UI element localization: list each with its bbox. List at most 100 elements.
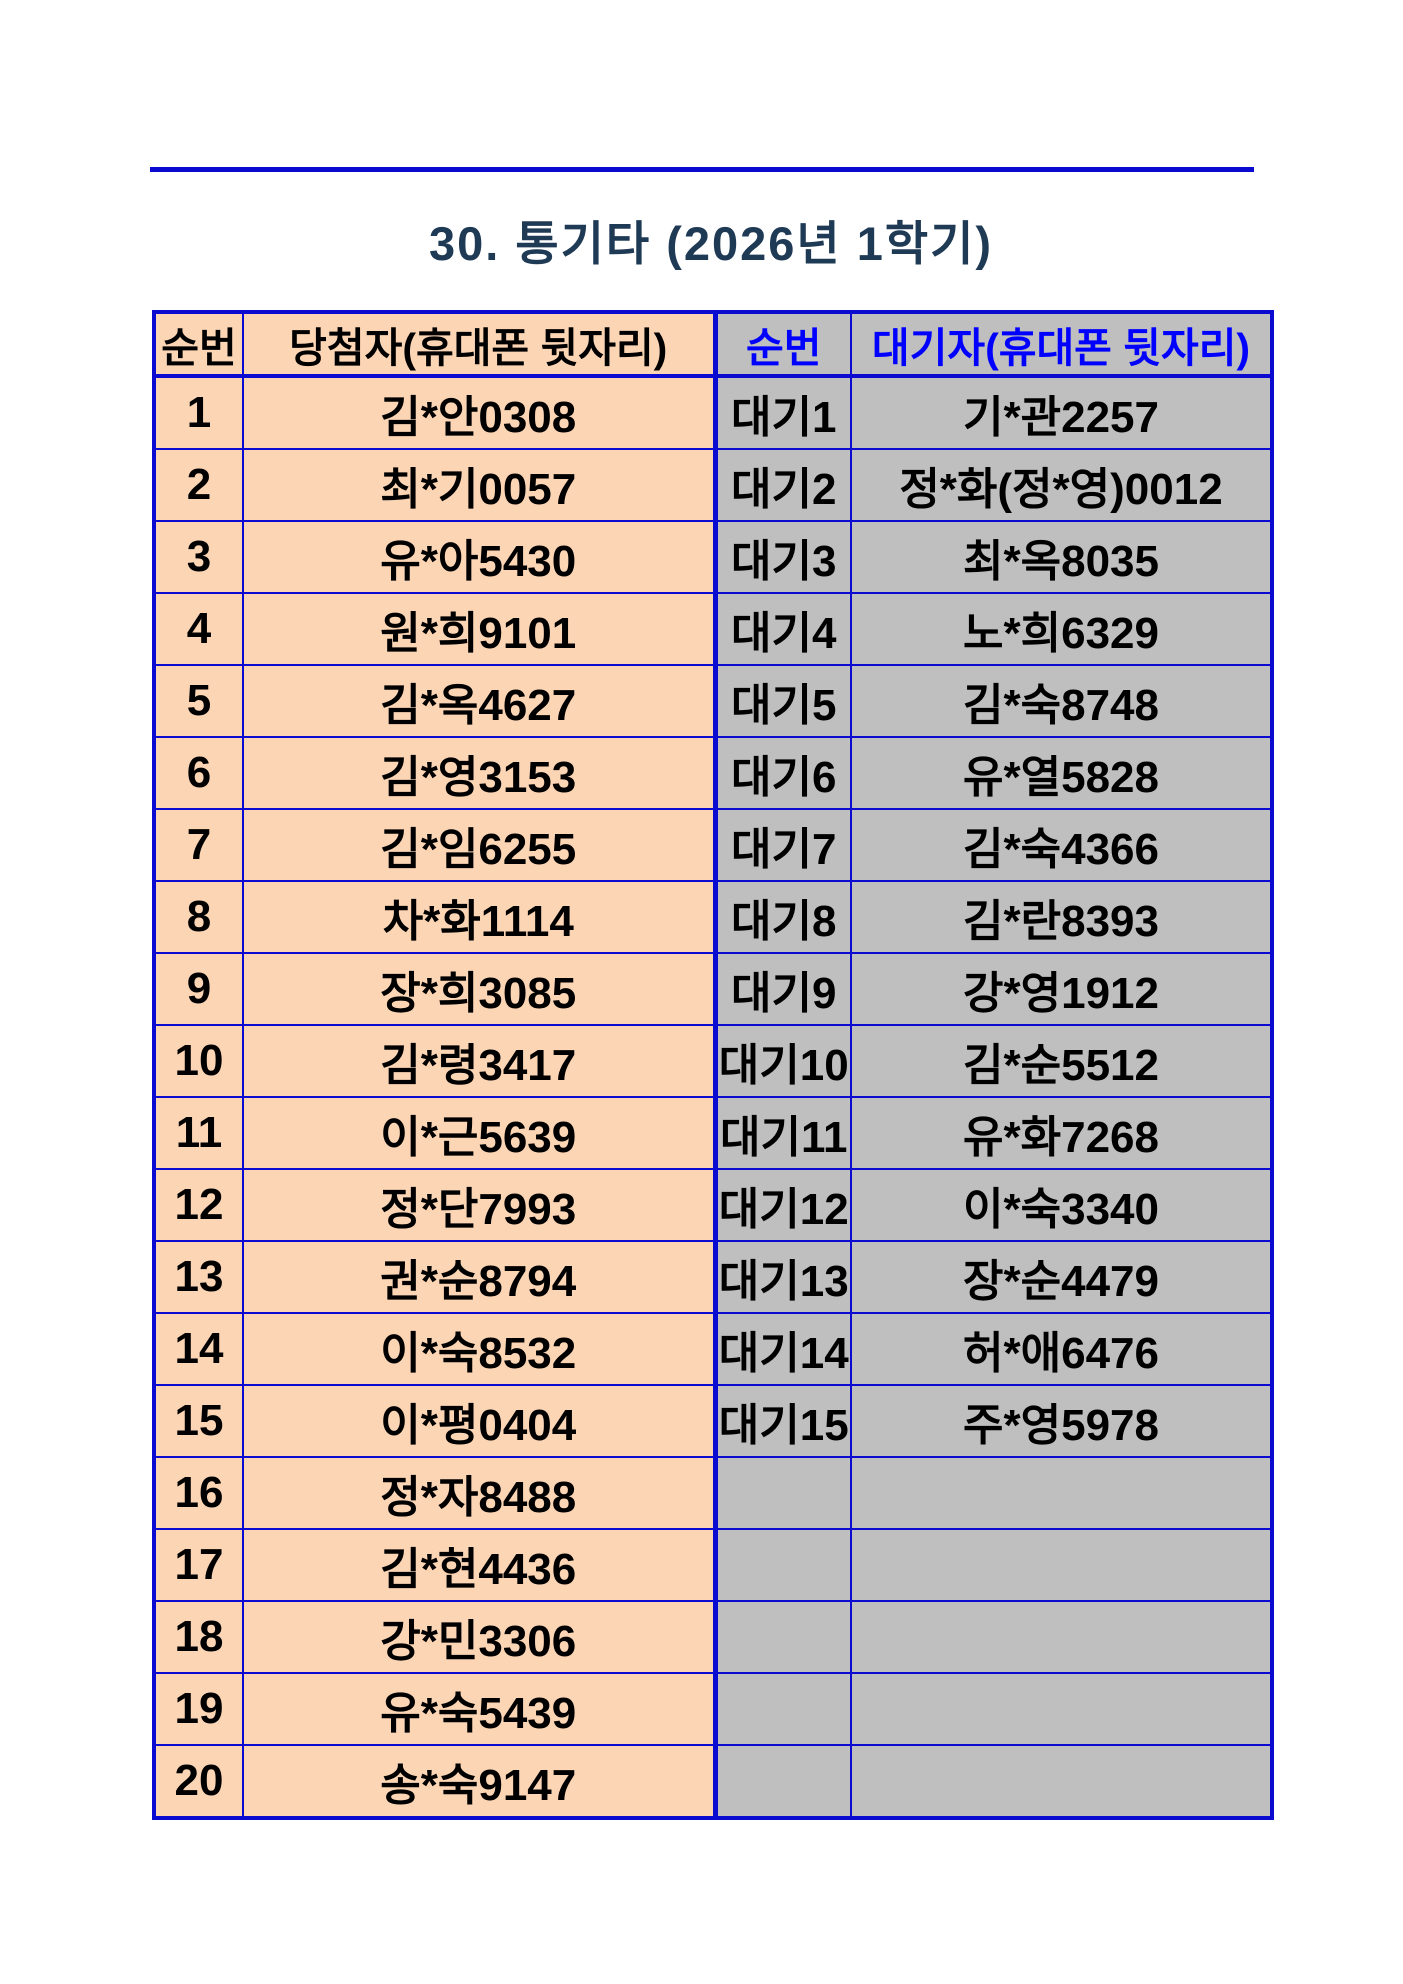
winner-rank-cell: 8 — [153, 880, 244, 954]
table-row: 6 김*영3153 대기6 유*열5828 — [153, 736, 1273, 810]
waitlist-name-cell: 최*옥8035 — [850, 520, 1273, 594]
winner-name-cell: 김*안0308 — [242, 375, 716, 450]
table-row: 4 원*희9101 대기4 노*희6329 — [153, 592, 1273, 666]
winner-rank-cell: 14 — [153, 1312, 244, 1386]
winner-rank-cell: 15 — [153, 1384, 244, 1458]
table-row: 2 최*기0057 대기2 정*화(정*영)0012 — [153, 448, 1273, 522]
table-row: 15 이*평0404 대기15 주*영5978 — [153, 1384, 1273, 1458]
table-row: 18 강*민3306 — [153, 1600, 1273, 1674]
winner-rank-cell: 20 — [153, 1744, 244, 1819]
winner-rank-cell: 7 — [153, 808, 244, 882]
waitlist-name-cell: 기*관2257 — [850, 375, 1273, 450]
winner-rank-cell: 5 — [153, 664, 244, 738]
winner-rank-cell: 2 — [153, 448, 244, 522]
winner-name-cell: 송*숙9147 — [242, 1744, 716, 1819]
winner-name-cell: 장*희3085 — [242, 952, 716, 1026]
waitlist-name-cell — [850, 1744, 1273, 1819]
waitlist-rank-cell: 대기11 — [712, 1096, 852, 1170]
waitlist-name-cell: 유*열5828 — [850, 736, 1273, 810]
winner-rank-cell: 16 — [153, 1456, 244, 1530]
waitlist-rank-cell: 대기1 — [712, 375, 852, 450]
winner-rank-cell: 4 — [153, 592, 244, 666]
waitlist-name-cell: 장*순4479 — [850, 1240, 1273, 1314]
winner-name-cell: 이*근5639 — [242, 1096, 716, 1170]
winner-rank-cell: 11 — [153, 1096, 244, 1170]
waitlist-name-cell: 김*란8393 — [850, 880, 1273, 954]
table-row: 11 이*근5639 대기11 유*화7268 — [153, 1096, 1273, 1170]
waitlist-name-cell: 허*애6476 — [850, 1312, 1273, 1386]
winner-name-cell: 유*아5430 — [242, 520, 716, 594]
winner-name-cell: 권*순8794 — [242, 1240, 716, 1314]
waitlist-name-cell — [850, 1528, 1273, 1602]
winner-name-cell: 최*기0057 — [242, 448, 716, 522]
waitlist-name-cell: 김*숙8748 — [850, 664, 1273, 738]
winner-rank-header: 순번 — [153, 311, 244, 378]
waitlist-rank-cell: 대기2 — [712, 448, 852, 522]
waitlist-rank-cell: 대기14 — [712, 1312, 852, 1386]
waitlist-rank-cell — [712, 1672, 852, 1746]
page-title: 30. 통기타 (2026년 1학기) — [429, 217, 993, 270]
table-row: 17 김*현4436 — [153, 1528, 1273, 1602]
waitlist-name-cell — [850, 1600, 1273, 1674]
table-row: 7 김*임6255 대기7 김*숙4366 — [153, 808, 1273, 882]
waitlist-rank-cell: 대기13 — [712, 1240, 852, 1314]
winner-rank-cell: 10 — [153, 1024, 244, 1098]
waitlist-name-cell: 김*순5512 — [850, 1024, 1273, 1098]
winner-name-cell: 이*숙8532 — [242, 1312, 716, 1386]
waitlist-rank-cell: 대기3 — [712, 520, 852, 594]
waitlist-name-cell — [850, 1456, 1273, 1530]
table-row: 13 권*순8794 대기13 장*순4479 — [153, 1240, 1273, 1314]
table-row: 9 장*희3085 대기9 강*영1912 — [153, 952, 1273, 1026]
table-row: 10 김*령3417 대기10 김*순5512 — [153, 1024, 1273, 1098]
table-header-row: 순번 당첨자(휴대폰 뒷자리) 순번 대기자(휴대폰 뒷자리) — [153, 311, 1273, 378]
table-row: 5 김*옥4627 대기5 김*숙8748 — [153, 664, 1273, 738]
table-row: 16 정*자8488 — [153, 1456, 1273, 1530]
table-row: 12 정*단7993 대기12 이*숙3340 — [153, 1168, 1273, 1242]
waitlist-rank-cell: 대기10 — [712, 1024, 852, 1098]
table-row: 1 김*안0308 대기1 기*관2257 — [153, 375, 1273, 450]
table-row: 19 유*숙5439 — [153, 1672, 1273, 1746]
waitlist-name-cell: 강*영1912 — [850, 952, 1273, 1026]
waitlist-rank-cell: 대기4 — [712, 592, 852, 666]
winner-rank-cell: 1 — [153, 375, 244, 450]
table-row: 20 송*숙9147 — [153, 1744, 1273, 1819]
winner-name-cell: 이*평0404 — [242, 1384, 716, 1458]
waitlist-name-cell: 정*화(정*영)0012 — [850, 448, 1273, 522]
winner-name-header: 당첨자(휴대폰 뒷자리) — [242, 311, 716, 378]
winner-name-cell: 김*영3153 — [242, 736, 716, 810]
waitlist-name-cell: 이*숙3340 — [850, 1168, 1273, 1242]
waitlist-name-cell: 유*화7268 — [850, 1096, 1273, 1170]
table-row: 3 유*아5430 대기3 최*옥8035 — [153, 520, 1273, 594]
winner-name-cell: 김*임6255 — [242, 808, 716, 882]
waitlist-rank-cell: 대기7 — [712, 808, 852, 882]
winner-rank-cell: 17 — [153, 1528, 244, 1602]
winner-name-cell: 정*단7993 — [242, 1168, 716, 1242]
waitlist-name-cell — [850, 1672, 1273, 1746]
waitlist-rank-cell — [712, 1744, 852, 1819]
waitlist-rank-cell — [712, 1456, 852, 1530]
winner-rank-cell: 19 — [153, 1672, 244, 1746]
waitlist-rank-cell — [712, 1600, 852, 1674]
waitlist-rank-cell: 대기6 — [712, 736, 852, 810]
winner-name-cell: 강*민3306 — [242, 1600, 716, 1674]
waitlist-rank-cell: 대기15 — [712, 1384, 852, 1458]
waitlist-rank-cell: 대기5 — [712, 664, 852, 738]
waitlist-name-cell: 노*희6329 — [850, 592, 1273, 666]
winner-name-cell: 김*현4436 — [242, 1528, 716, 1602]
winner-name-cell: 김*옥4627 — [242, 664, 716, 738]
table-row: 14 이*숙8532 대기14 허*애6476 — [153, 1312, 1273, 1386]
winner-rank-cell: 12 — [153, 1168, 244, 1242]
waitlist-rank-cell: 대기9 — [712, 952, 852, 1026]
waitlist-name-cell: 주*영5978 — [850, 1384, 1273, 1458]
table-row: 8 차*화1114 대기8 김*란8393 — [153, 880, 1273, 954]
winner-name-cell: 정*자8488 — [242, 1456, 716, 1530]
winner-name-cell: 유*숙5439 — [242, 1672, 716, 1746]
winner-rank-cell: 9 — [153, 952, 244, 1026]
winner-name-cell: 원*희9101 — [242, 592, 716, 666]
winner-name-cell: 차*화1114 — [242, 880, 716, 954]
waitlist-name-cell: 김*숙4366 — [850, 808, 1273, 882]
waitlist-name-header: 대기자(휴대폰 뒷자리) — [850, 311, 1273, 378]
lottery-results-table: 순번 당첨자(휴대폰 뒷자리) 순번 대기자(휴대폰 뒷자리) 1 김*안0308… — [152, 310, 1274, 1820]
waitlist-rank-cell: 대기12 — [712, 1168, 852, 1242]
waitlist-rank-cell: 대기8 — [712, 880, 852, 954]
